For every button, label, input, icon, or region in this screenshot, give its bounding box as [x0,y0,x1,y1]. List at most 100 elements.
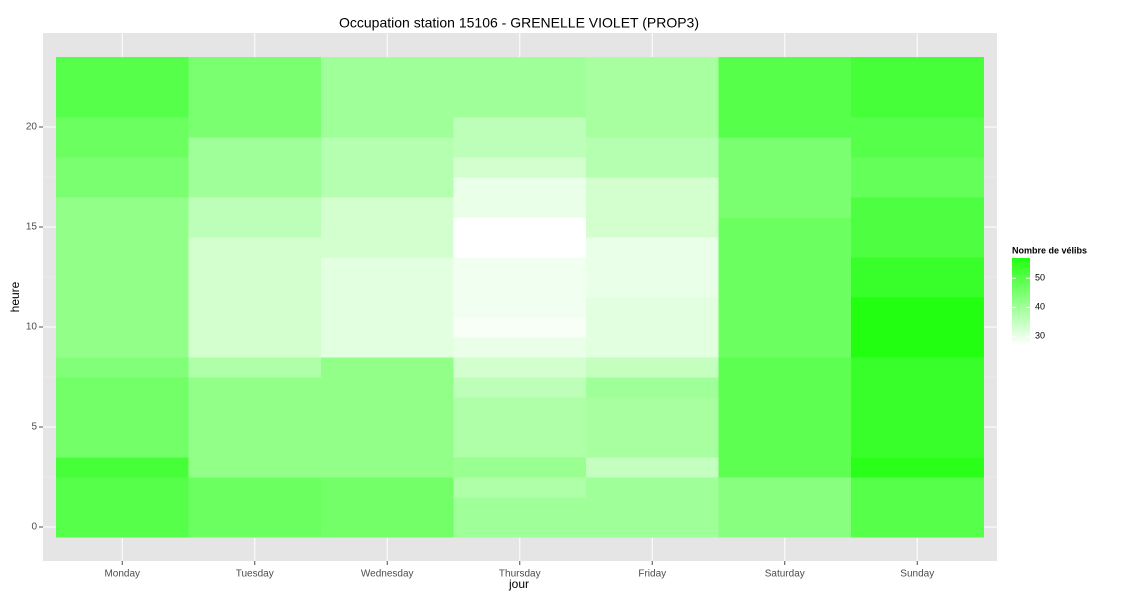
colorbar-tick-label: 40 [1035,302,1045,312]
tile [718,397,852,418]
tile [718,237,852,258]
tile [321,377,454,398]
tile [321,357,454,378]
legend-title: Nombre de vélibs [1012,245,1087,255]
tile [321,297,454,318]
tile [321,177,454,198]
tile [188,157,322,178]
tile [586,357,719,378]
tile [188,317,322,338]
colorbar-tick-label: 50 [1035,273,1045,283]
tile [586,177,719,198]
tile [453,337,587,358]
tile [718,257,852,278]
tile [188,297,322,318]
tile [453,357,587,378]
x-tick-label: Monday [104,569,140,580]
tile [56,177,189,198]
tile [586,517,719,538]
tile [321,197,454,218]
tile [851,97,984,118]
tile [188,477,322,498]
tile [321,317,454,338]
tile [851,257,984,278]
x-tick-label: Sunday [900,569,934,580]
tile [453,117,587,138]
tile [586,497,719,518]
tile [321,257,454,278]
chart-title: Occupation station 15106 - GRENELLE VIOL… [339,15,699,31]
tile [718,477,852,498]
tile [851,417,984,438]
tile [453,397,587,418]
colorbar [1012,258,1030,345]
tile [718,437,852,458]
tile [586,457,719,478]
tile [453,497,587,518]
tile [586,437,719,458]
tile [586,477,719,498]
tile [718,457,852,478]
tile [188,397,322,418]
tile [851,457,984,478]
tile [851,137,984,158]
tile [188,357,322,378]
y-tick-label: 15 [26,222,38,233]
tile [188,117,322,138]
tile [321,437,454,458]
tile [321,477,454,498]
tile [321,77,454,98]
y-tick-label: 20 [26,122,38,133]
tile [453,97,587,118]
tile [851,177,984,198]
tile [56,497,189,518]
tile [453,157,587,178]
tile [586,137,719,158]
tile [586,197,719,218]
tile [56,197,189,218]
tile [453,297,587,318]
tile [586,57,719,78]
tile [188,337,322,358]
tile [453,477,587,498]
tile [718,57,852,78]
x-tick-label: Thursday [499,569,541,580]
tile [851,117,984,138]
tile [718,417,852,438]
tile [188,197,322,218]
tile [56,397,189,418]
tile [586,397,719,418]
tile [851,377,984,398]
tile [586,217,719,238]
tile [188,97,322,118]
x-tick-label: Wednesday [361,569,414,580]
tile [188,457,322,478]
tile [586,257,719,278]
tile [851,237,984,258]
tile [188,377,322,398]
tile [851,357,984,378]
tile [56,57,189,78]
tile [56,137,189,158]
tile [321,457,454,478]
tile [56,337,189,358]
tile [56,77,189,98]
tile [56,377,189,398]
tile [586,237,719,258]
tile [718,277,852,298]
tile [321,237,454,258]
tile [453,317,587,338]
tile [453,417,587,438]
tile [851,197,984,218]
tile [56,517,189,538]
tile [56,437,189,458]
tile [188,257,322,278]
tile [56,477,189,498]
tile [718,137,852,158]
tile [188,277,322,298]
tile [321,517,454,538]
x-tick-label: Tuesday [236,569,274,580]
tile [718,517,852,538]
tile [188,77,322,98]
